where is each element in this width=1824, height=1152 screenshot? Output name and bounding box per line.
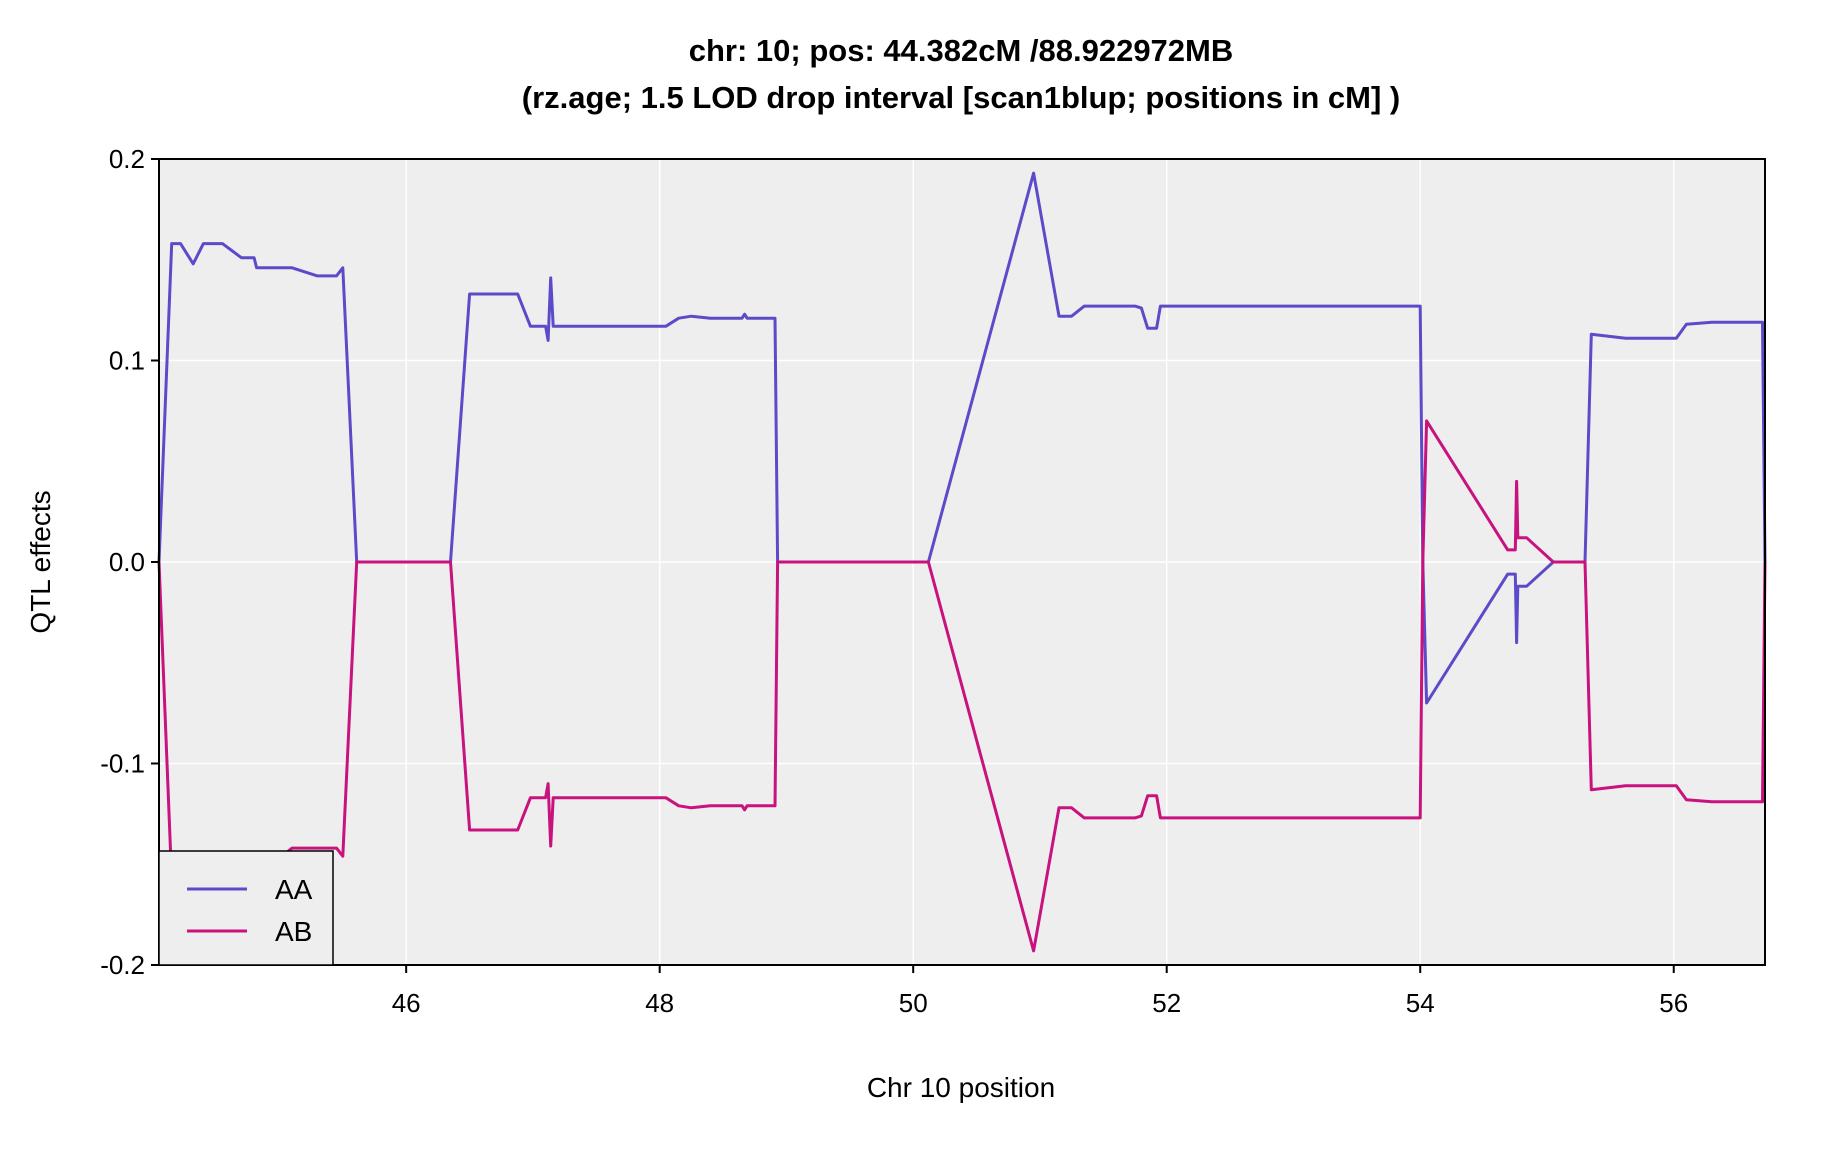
legend-label-aa: AA [275, 874, 313, 905]
legend-box [158, 850, 334, 966]
x-tick-label: 52 [1152, 988, 1181, 1018]
y-tick-label: -0.2 [100, 950, 145, 980]
x-tick-label: 56 [1659, 988, 1688, 1018]
x-tick-label: 50 [899, 988, 928, 1018]
x-tick-label: 54 [1406, 988, 1435, 1018]
chart-title: chr: 10; pos: 44.382cM /88.922972MB [689, 33, 1234, 68]
series-line-aa [157, 171, 1767, 705]
legend-label-ab: AB [275, 916, 312, 947]
x-axis-ticks: 46 48 50 52 54 56 [392, 965, 1688, 1018]
y-tick-label: -0.1 [100, 749, 145, 779]
series-line-ab [157, 419, 1767, 953]
y-tick-label: 0.0 [109, 547, 145, 577]
x-tick-label: 46 [392, 988, 421, 1018]
chart-subtitle: (rz.age; 1.5 LOD drop interval [scan1blu… [522, 80, 1400, 115]
y-tick-label: 0.2 [109, 144, 145, 174]
x-tick-label: 48 [645, 988, 674, 1018]
y-axis-label: QTL effects [25, 490, 56, 633]
legend: AA AB [158, 850, 334, 966]
y-tick-label: 0.1 [109, 346, 145, 376]
x-axis-label: Chr 10 position [867, 1072, 1055, 1103]
series-layer [157, 171, 1767, 953]
y-axis-ticks: -0.2 -0.1 0.0 0.1 0.2 [100, 144, 159, 980]
